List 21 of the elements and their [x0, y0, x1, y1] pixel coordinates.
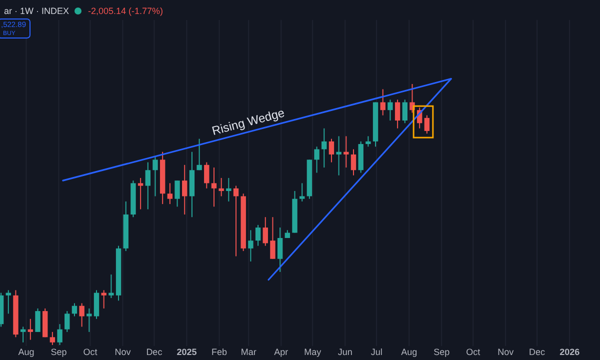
x-tick-label: 2025 [176, 347, 197, 357]
chart-subtitle: -2,005.14 (-1.77%) [88, 6, 164, 16]
x-tick-label: May [304, 347, 322, 357]
x-tick-label: Aug [18, 347, 34, 357]
x-tick-label: Dec [146, 347, 163, 357]
x-tick-label: Apr [274, 347, 288, 357]
annotation: Rising Wedge [210, 106, 286, 138]
x-tick-label: Aug [401, 347, 418, 357]
x-tick-label: Nov [114, 347, 132, 357]
chart-title: ar · 1W · INDEX [4, 6, 70, 16]
x-tick-label: Dec [529, 347, 546, 357]
x-tick-label: 2026 [560, 347, 580, 357]
x-tick-label: Feb [211, 347, 227, 357]
x-tick-label: Jun [338, 347, 352, 357]
x-tick-label: Oct [83, 347, 98, 357]
x-tick-label: Sep [50, 347, 67, 357]
x-tick-label: Mar [240, 347, 256, 357]
x-tick-label: Nov [498, 347, 514, 357]
x-tick-label: Sep [434, 347, 450, 357]
x-tick-label: Oct [466, 347, 481, 357]
x-tick-label: Jul [370, 347, 382, 357]
